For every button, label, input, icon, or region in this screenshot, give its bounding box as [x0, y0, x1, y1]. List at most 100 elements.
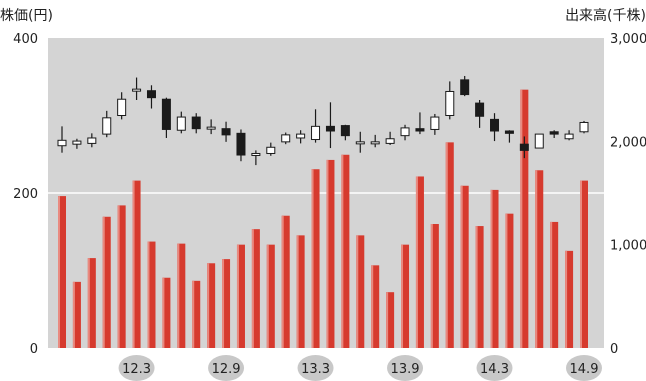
volume-bar — [236, 244, 245, 348]
candle-body — [161, 98, 171, 130]
left-tick-label: 0 — [30, 342, 38, 357]
candle-body — [370, 141, 380, 145]
date-badge — [208, 355, 245, 381]
volume-bar-highlight — [475, 226, 478, 348]
candle-body — [325, 125, 335, 132]
volume-bar-highlight — [266, 244, 269, 348]
volume-bar-highlight — [401, 244, 404, 348]
date-badge — [387, 355, 424, 381]
volume-bar — [222, 259, 231, 348]
volume-bar — [132, 180, 141, 348]
volume-bar — [87, 258, 96, 348]
volume-bar — [162, 277, 171, 348]
volume-bar — [326, 159, 335, 348]
volume-bar-highlight — [296, 235, 299, 348]
candle-body — [146, 90, 156, 99]
volume-bar — [401, 244, 410, 348]
right-tick-label: 0 — [610, 342, 618, 357]
volume-bar-highlight — [326, 159, 329, 348]
volume-bar-highlight — [445, 142, 448, 348]
candle-body — [415, 128, 425, 132]
volume-bar-highlight — [565, 250, 568, 348]
volume-bar — [415, 176, 424, 348]
volume-bar — [281, 215, 290, 348]
right-tick-label: 2,000 — [610, 135, 646, 150]
volume-bar — [535, 170, 544, 348]
volume-bar — [251, 229, 260, 348]
volume-bar-highlight — [251, 229, 254, 348]
volume-bar — [72, 281, 81, 348]
volume-bar-highlight — [505, 213, 508, 348]
candlesticks — [57, 75, 589, 166]
volume-bar — [117, 205, 126, 348]
volume-bar — [475, 226, 484, 348]
right-tick-label: 1,000 — [610, 239, 646, 254]
candle-body — [504, 130, 514, 134]
right-tick-label: 3,000 — [610, 32, 646, 47]
volume-bar-highlight — [192, 280, 195, 348]
candle-body — [296, 133, 306, 139]
candle-body — [206, 126, 216, 130]
candle-body — [564, 133, 574, 140]
candle-body — [72, 140, 82, 145]
date-badge — [476, 355, 513, 381]
volume-bar — [445, 142, 454, 348]
candle-body — [534, 133, 544, 149]
date-label: 13.9 — [391, 362, 420, 377]
right-axis-ticks: 0 1,000 2,000 3,000 — [610, 32, 646, 357]
candle-body — [236, 132, 246, 156]
volume-bar-highlight — [87, 258, 90, 348]
volume-bar — [460, 185, 469, 348]
volume-bars — [58, 89, 588, 349]
candle-body — [266, 146, 276, 154]
volume-bar-highlight — [430, 224, 433, 348]
volume-bar-highlight — [535, 170, 538, 348]
date-badge — [566, 355, 602, 381]
date-label: 13.3 — [301, 362, 330, 377]
candle-body — [117, 98, 127, 116]
candle-body — [176, 116, 186, 131]
candle-body — [191, 116, 201, 130]
date-badge — [118, 355, 155, 381]
candle-body — [475, 102, 485, 117]
volume-bar-highlight — [147, 241, 150, 348]
right-axis-title: 出来高(千株) — [565, 7, 646, 24]
candle-body — [57, 139, 67, 147]
candle-body — [221, 128, 231, 136]
volume-bar-highlight — [207, 263, 210, 348]
date-label: 14.3 — [480, 362, 509, 377]
volume-bar-highlight — [386, 292, 389, 348]
volume-bar-highlight — [520, 89, 523, 349]
volume-bar-highlight — [117, 205, 120, 348]
candle-body — [579, 121, 589, 133]
volume-bar-highlight — [356, 235, 359, 348]
volume-bar — [356, 235, 365, 348]
volume-bar-highlight — [371, 265, 374, 348]
volume-bar-highlight — [415, 176, 418, 348]
left-tick-label: 400 — [13, 32, 38, 47]
volume-bar — [296, 235, 305, 348]
candle-body — [251, 152, 261, 156]
volume-bar-highlight — [162, 277, 165, 348]
candle-body — [445, 90, 455, 116]
candle-body — [430, 116, 440, 130]
date-label: 12.9 — [212, 362, 241, 377]
volume-bar-highlight — [236, 244, 239, 348]
volume-bar — [386, 292, 395, 348]
volume-bar-highlight — [222, 259, 225, 348]
volume-bar — [177, 243, 186, 348]
volume-bar-highlight — [102, 216, 105, 348]
volume-bar — [102, 216, 111, 348]
volume-bar-highlight — [580, 180, 582, 348]
left-tick-label: 200 — [13, 187, 38, 202]
candle-body — [340, 125, 350, 137]
candle-body — [400, 127, 410, 137]
volume-bar — [520, 89, 529, 349]
volume-bar — [192, 280, 201, 348]
volume-bar-highlight — [460, 185, 463, 348]
volume-bar — [266, 244, 275, 348]
candle-body — [281, 134, 291, 143]
volume-bar — [341, 154, 350, 348]
volume-bar — [371, 265, 380, 348]
left-axis-ticks: 0 200 400 — [13, 32, 38, 357]
